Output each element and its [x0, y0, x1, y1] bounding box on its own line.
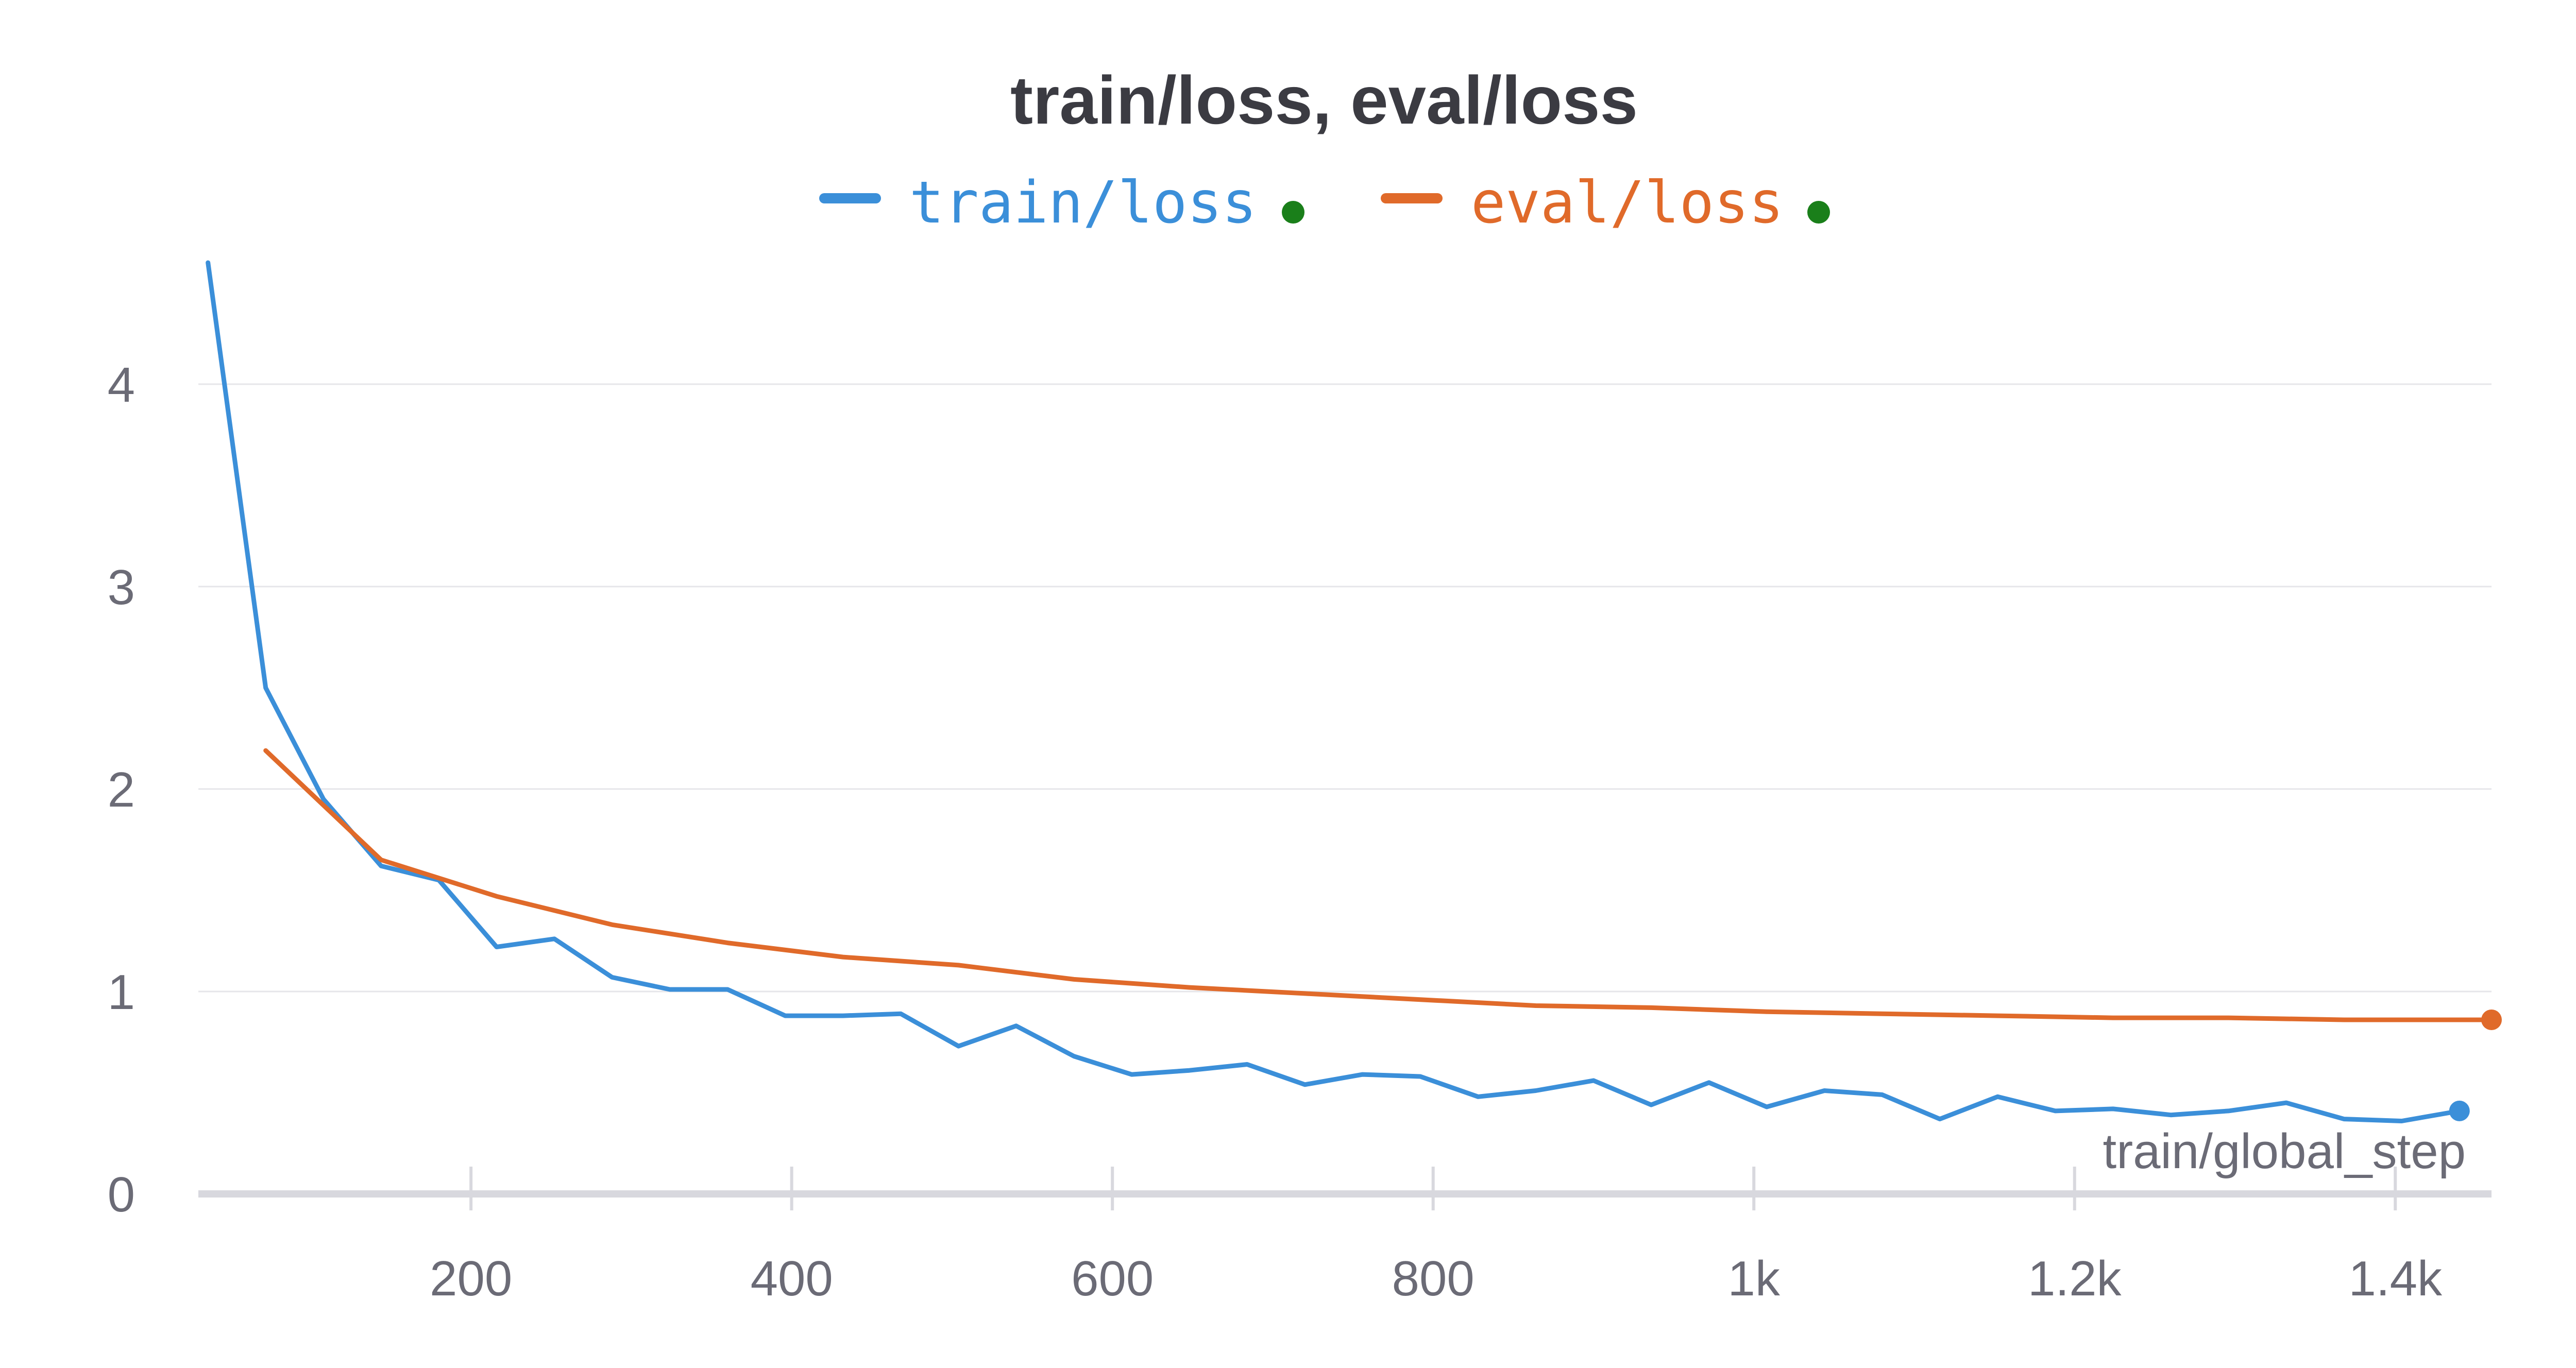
y-tick-label: 1 — [108, 965, 135, 1020]
x-axis: 200 400 600 800 1k 1.2k 1.4k — [198, 1167, 2492, 1306]
series-end-point-train-loss — [2449, 1100, 2470, 1121]
x-axis-label: train/global_step — [2103, 1124, 2466, 1179]
legend-label-eval-loss: eval/loss — [1471, 169, 1784, 236]
x-tick-label: 1k — [1728, 1251, 1781, 1306]
x-tick-label: 200 — [430, 1251, 512, 1306]
x-tick-label: 1.2k — [2028, 1251, 2122, 1306]
legend-status-dot-eval-loss — [1807, 201, 1830, 224]
x-tick-label: 1.4k — [2349, 1251, 2443, 1306]
legend: train/loss eval/loss — [819, 169, 1830, 236]
x-tick-label: 800 — [1392, 1251, 1475, 1306]
y-tick-label: 4 — [108, 357, 135, 413]
chart-title: train/loss, eval/loss — [1010, 62, 1638, 138]
y-axis: 0 1 2 3 4 — [108, 357, 135, 1222]
y-tick-label: 3 — [108, 560, 135, 615]
y-tick-label: 2 — [108, 762, 135, 817]
x-tick-label: 400 — [751, 1251, 833, 1306]
y-tick-label: 0 — [108, 1167, 135, 1222]
gridlines — [198, 383, 2492, 993]
legend-label-train-loss: train/loss — [909, 169, 1257, 236]
series-line-train-loss — [206, 260, 2462, 1123]
series-line-eval-loss — [263, 748, 2494, 1022]
series-end-point-eval-loss — [2481, 1009, 2502, 1030]
series-layer — [206, 260, 2502, 1123]
legend-status-dot-train-loss — [1282, 201, 1304, 224]
x-tick-label: 600 — [1071, 1251, 1154, 1306]
